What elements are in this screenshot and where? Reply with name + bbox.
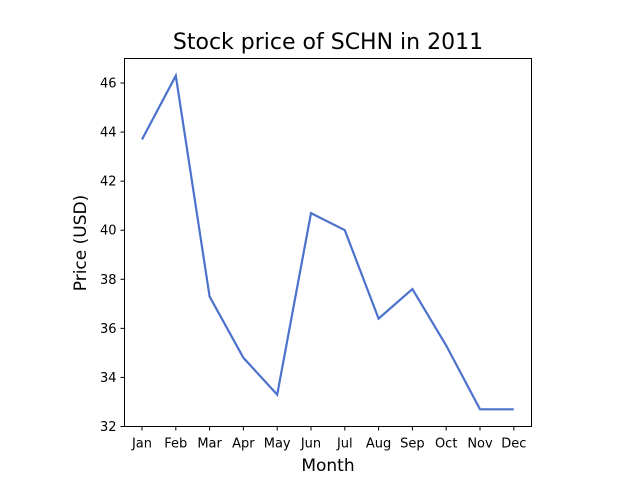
y-axis: 32 34 36 38 40 42 44 46 xyxy=(100,77,125,435)
chart-title: Stock price of SCHN in 2011 xyxy=(173,30,483,55)
y-tick-label: 34 xyxy=(100,371,117,386)
plot-frame xyxy=(124,58,532,427)
x-tick-label: Aug xyxy=(366,437,391,452)
x-tick-label: Apr xyxy=(232,437,255,452)
y-tick-label: 38 xyxy=(100,273,117,288)
x-tick-label: Feb xyxy=(164,437,187,452)
series-layer xyxy=(141,72,514,411)
y-tick-label: 44 xyxy=(100,126,117,141)
x-tick-label: Sep xyxy=(400,437,425,452)
y-axis-label: Price (USD) xyxy=(71,195,91,291)
x-axis: Jan Feb Mar Apr May Jun Jul Aug Sep Oct Nov Dec xyxy=(131,426,526,452)
x-tick-label: May xyxy=(264,437,291,452)
y-tick-label: 46 xyxy=(100,77,117,92)
x-tick-label: Mar xyxy=(197,437,222,452)
x-tick-label: Oct xyxy=(435,437,457,452)
x-tick-label: Jan xyxy=(131,437,152,452)
x-tick-label: Nov xyxy=(467,437,493,452)
series-line xyxy=(141,72,514,411)
y-tick-label: 40 xyxy=(100,224,117,239)
y-tick-label: 32 xyxy=(100,420,117,435)
x-tick-label: Dec xyxy=(501,437,526,452)
y-tick-label: 36 xyxy=(100,322,117,337)
x-tick-label: Jul xyxy=(336,437,353,452)
x-tick-label: Jun xyxy=(300,437,321,452)
x-axis-label: Month xyxy=(301,456,354,476)
y-tick-label: 42 xyxy=(100,175,117,190)
